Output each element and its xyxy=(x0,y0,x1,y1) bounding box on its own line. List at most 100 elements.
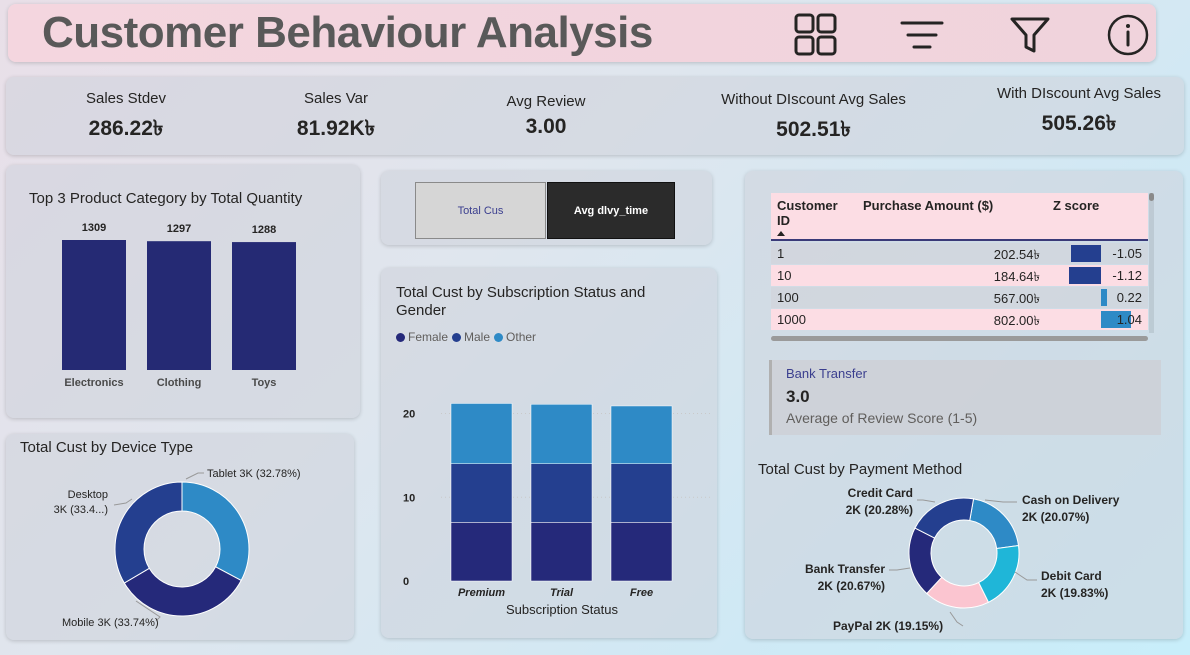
kpi-with-discount: With DIscount Avg Sales 505.26৳ xyxy=(984,85,1174,142)
bar-clothing[interactable] xyxy=(147,241,211,370)
x-tick-label: Premium xyxy=(458,587,505,599)
device-donut-chart: Tablet 3K (32.78%) Mobile 3K (33.74%) Desk… xyxy=(54,468,301,629)
sort-ascending-icon[interactable] xyxy=(777,231,785,236)
slice-label: Debit Card xyxy=(1041,569,1102,583)
subscription-title: Total Cust by Subscription Status and Ge… xyxy=(396,284,646,319)
bar-segment-male[interactable] xyxy=(530,463,593,523)
y-tick-label: 20 xyxy=(403,409,415,421)
table-row[interactable]: 100 567.00৳ 0.22 xyxy=(771,287,1148,308)
vertical-scrollbar[interactable] xyxy=(1149,193,1154,333)
table-header: Customer ID Purchase Amount ($) Z score xyxy=(771,193,1148,241)
table-row[interactable]: 10 184.64৳ -1.12 xyxy=(771,265,1148,286)
y-tick-label: 0 xyxy=(403,576,409,588)
bar-segment-male[interactable] xyxy=(450,463,513,523)
bar-toys[interactable] xyxy=(232,242,296,370)
kpi-sales-var: Sales Var 81.92K৳ xyxy=(261,90,411,147)
device-title: Total Cust by Device Type xyxy=(20,439,194,456)
avg-dlvy-time-button[interactable]: Avg dlvy_time xyxy=(547,182,675,239)
leader-line xyxy=(135,600,161,622)
top3-title: Top 3 Product Category by Total Quantity xyxy=(29,190,303,207)
page-title: Customer Behaviour Analysis xyxy=(42,8,653,57)
donut-slice[interactable] xyxy=(914,497,975,539)
payment-title: Total Cust by Payment Method xyxy=(758,461,963,478)
header-bar: Customer Behaviour Analysis xyxy=(8,4,1156,62)
bar-segment-female[interactable] xyxy=(610,522,673,582)
header-purchase-amount[interactable]: Purchase Amount ($) xyxy=(863,198,994,213)
z-score-bar xyxy=(1101,289,1108,306)
slice-label: Tablet 3K (32.78%) xyxy=(207,468,301,480)
slice-label: 2K (20.07%) xyxy=(1022,510,1089,524)
x-axis-title: Subscription Status xyxy=(506,602,619,617)
legend-dot xyxy=(494,333,504,342)
slice-label: 2K (20.28%) xyxy=(846,503,913,517)
legend-item-male[interactable]: Male xyxy=(452,330,490,344)
z-score-bar xyxy=(1101,311,1132,328)
review-score-value: 3.0 xyxy=(786,387,810,406)
leader-line xyxy=(917,499,936,503)
donut-slice[interactable] xyxy=(969,498,1020,550)
cell-purchase-amount: 202.54৳ xyxy=(993,247,1040,262)
category-label: Electronics xyxy=(64,377,123,389)
header-customer-id[interactable]: Customer ID xyxy=(777,198,838,228)
horizontal-scrollbar[interactable] xyxy=(771,336,1148,341)
leader-line xyxy=(889,567,911,571)
kpi-value: 81.92K৳ xyxy=(296,117,376,140)
bar-segment-male[interactable] xyxy=(610,463,673,523)
slice-label: Cash on Delivery xyxy=(1022,493,1120,507)
legend-label: Other xyxy=(506,330,537,344)
cell-purchase-amount: 184.64৳ xyxy=(993,269,1040,284)
donut-slice[interactable] xyxy=(123,566,242,617)
slice-label: 3K (33.4...) xyxy=(54,504,108,516)
kpi-value: 286.22৳ xyxy=(88,117,164,140)
sort-lines-icon[interactable] xyxy=(900,13,944,57)
donut-slice[interactable] xyxy=(181,481,250,582)
cell-customer-id: 1 xyxy=(777,246,785,261)
bar-segment-other[interactable] xyxy=(530,404,593,465)
slice-label: Bank Transfer xyxy=(805,562,885,576)
donut-slice[interactable] xyxy=(114,481,183,584)
legend-dot xyxy=(396,333,405,342)
filter-icon[interactable] xyxy=(1008,13,1052,57)
cell-z-score: -1.12 xyxy=(1112,268,1142,283)
review-score-card: Bank Transfer 3.0 Average of Review Scor… xyxy=(769,360,1161,435)
slice-label: 2K (20.67%) xyxy=(818,579,885,593)
kpi-avg-review: Avg Review 3.00 xyxy=(476,93,616,139)
table-row[interactable]: 1000 802.00৳ 1.04 xyxy=(771,309,1148,330)
y-tick-label: 10 xyxy=(403,492,415,504)
legend-item-other[interactable]: Other xyxy=(494,330,536,344)
review-score-caption: Average of Review Score (1-5) xyxy=(786,410,978,426)
bar-segment-female[interactable] xyxy=(450,522,513,582)
bar-electronics[interactable] xyxy=(62,240,126,370)
review-filter-label: Bank Transfer xyxy=(786,366,867,381)
cell-customer-id: 10 xyxy=(777,268,792,283)
kpi-value: 505.26৳ xyxy=(1041,112,1117,135)
info-icon[interactable] xyxy=(1106,13,1150,57)
leader-line xyxy=(113,498,133,506)
kpi-label: Without DIscount Avg Sales xyxy=(721,91,906,108)
leader-line xyxy=(984,499,1017,503)
slice-label: Credit Card xyxy=(848,486,913,500)
x-tick-label: Trial xyxy=(550,587,574,599)
category-label: Clothing xyxy=(157,377,202,389)
slice-label: Mobile 3K (33.74%) xyxy=(62,617,159,629)
data-label: 1297 xyxy=(167,223,191,235)
kpi-label: With DIscount Avg Sales xyxy=(997,85,1161,102)
leader-line xyxy=(1014,571,1037,581)
bar-segment-other[interactable] xyxy=(610,405,673,464)
bar-segment-other[interactable] xyxy=(450,403,513,464)
total-cus-button[interactable]: Total Cus xyxy=(415,182,546,239)
kpi-label: Sales Var xyxy=(304,90,368,107)
data-label: 1288 xyxy=(252,224,276,236)
kpi-label: Sales Stdev xyxy=(85,90,167,107)
legend-label: Male xyxy=(464,330,491,344)
leader-line xyxy=(949,611,964,627)
cell-z-score: -1.05 xyxy=(1112,246,1142,261)
z-score-bar xyxy=(1068,267,1101,284)
grid-icon[interactable] xyxy=(794,13,838,57)
header-z-score[interactable]: Z score xyxy=(1053,198,1100,213)
z-score-bar xyxy=(1070,245,1101,262)
bar-segment-female[interactable] xyxy=(530,522,593,582)
legend-item-female[interactable]: Female xyxy=(396,330,448,344)
kpi-sales-stdev: Sales Stdev 286.22৳ xyxy=(46,90,206,147)
table-row[interactable]: 1 202.54৳ -1.05 xyxy=(771,243,1148,264)
